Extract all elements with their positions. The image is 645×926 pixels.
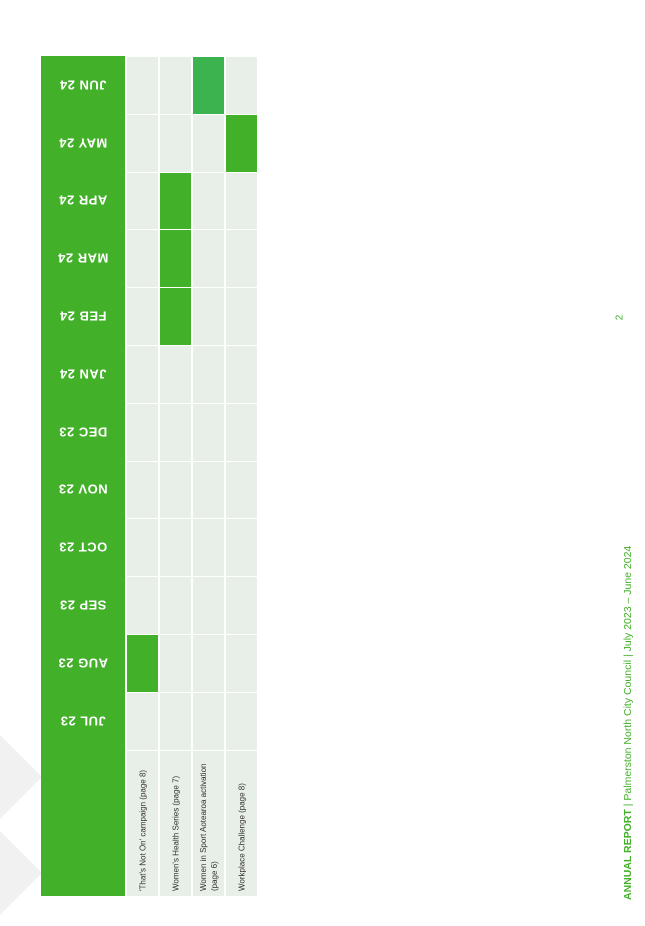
month-label: FEB 24 [59, 308, 107, 324]
month-header-nov-23: NOV 23 [41, 460, 125, 519]
month-label: SEP 23 [59, 597, 107, 613]
timeline-cell [158, 691, 191, 750]
timeline-cell-active [158, 287, 191, 345]
timeline-cell [224, 345, 257, 403]
timeline-cell [191, 634, 224, 692]
timeline-cell [191, 287, 224, 345]
month-header-feb-24: FEB 24 [41, 287, 125, 345]
timeline-cell [224, 518, 257, 577]
timeline-cell [125, 576, 158, 634]
timeline-cell [191, 402, 224, 461]
activity-label: Women in Sport Aotearoa activation (page… [198, 763, 219, 892]
timeline-cell [125, 345, 158, 403]
activity-label-cell: Women in Sport Aotearoa activation (page… [191, 749, 224, 896]
corner-header-cell [41, 749, 125, 896]
timeline-cell [158, 518, 191, 577]
month-header-oct-23: OCT 23 [41, 518, 125, 577]
month-header-jul-23: JUL 23 [41, 691, 125, 750]
activity-label-cell: 'That's Not On' campaign (page 8) [125, 749, 158, 896]
timeline-cell [191, 691, 224, 750]
month-label: DEC 23 [58, 424, 108, 440]
timeline-cell [224, 402, 257, 461]
decorative-chevron-shape [0, 735, 42, 915]
timeline-cell [125, 460, 158, 519]
timeline-cell [125, 171, 158, 230]
activity-label: Workplace Challenge (page 8) [237, 783, 246, 892]
month-label: MAR 24 [57, 250, 109, 266]
footer-council-name: Palmerston North City Council [622, 659, 634, 801]
timeline-cell [125, 56, 158, 114]
footer-separator: | [622, 803, 634, 807]
timeline-cell [191, 518, 224, 577]
timeline-cell [125, 113, 158, 172]
timeline-cell [125, 229, 158, 288]
activity-timeline-table: JUN 24 MAY 24 APR 24 MAR 24 FEB 24 JAN 24 DEC … [41, 56, 257, 896]
month-label: NOV 23 [58, 481, 108, 497]
timeline-cell [158, 113, 191, 172]
month-header-jun-24: JUN 24 [41, 56, 125, 114]
page-number: 2 [614, 314, 626, 321]
timeline-cell [224, 634, 257, 692]
month-header-dec-23: DEC 23 [41, 402, 125, 461]
timeline-cell [191, 229, 224, 288]
month-header-apr-24: APR 24 [41, 171, 125, 230]
timeline-cell [191, 460, 224, 519]
month-label: JUN 24 [59, 77, 107, 93]
month-label: APR 24 [58, 192, 108, 208]
month-header-sep-23: SEP 23 [41, 576, 125, 634]
timeline-cell-active [158, 229, 191, 288]
footer-report-label: ANNUAL REPORT [622, 809, 634, 900]
timeline-cell-active [158, 171, 191, 230]
timeline-cell [125, 518, 158, 577]
timeline-cell [224, 691, 257, 750]
timeline-cell [224, 229, 257, 288]
month-label: JAN 24 [59, 366, 107, 382]
timeline-cell-active [224, 113, 257, 172]
timeline-cell [125, 691, 158, 750]
timeline-cell-active [191, 56, 224, 114]
activity-label: 'That's Not On' campaign (page 8) [138, 770, 147, 892]
month-label: MAY 24 [58, 135, 108, 151]
timeline-cell [125, 402, 158, 461]
footer-separator-2: | [622, 654, 634, 658]
timeline-cell [158, 460, 191, 519]
timeline-cell [191, 113, 224, 172]
footer: ANNUAL REPORT | Palmerston North City Co… [622, 546, 634, 900]
month-header-may-24: MAY 24 [41, 113, 125, 172]
timeline-cell-active [125, 634, 158, 692]
timeline-cell [158, 634, 191, 692]
footer-period: July 2023 – June 2024 [622, 545, 634, 652]
timeline-cell [224, 171, 257, 230]
month-header-jan-24: JAN 24 [41, 345, 125, 403]
month-header-mar-24: MAR 24 [41, 229, 125, 288]
timeline-cell [191, 576, 224, 634]
activity-label-cell: Women's Health Series (page 7) [158, 749, 191, 896]
timeline-cell [224, 287, 257, 345]
timeline-cell [158, 402, 191, 461]
month-label: JUL 23 [60, 713, 106, 729]
month-label: AUG 23 [58, 655, 108, 671]
timeline-cell [224, 56, 257, 114]
month-header-aug-23: AUG 23 [41, 634, 125, 692]
timeline-cell [158, 345, 191, 403]
timeline-cell [158, 576, 191, 634]
timeline-cell [224, 460, 257, 519]
timeline-cell [191, 345, 224, 403]
timeline-cell [125, 287, 158, 345]
activity-label-cell: Workplace Challenge (page 8) [224, 749, 257, 896]
timeline-cell [224, 576, 257, 634]
timeline-cell [191, 171, 224, 230]
month-label: OCT 23 [58, 539, 108, 555]
activity-label: Women's Health Series (page 7) [171, 775, 180, 892]
timeline-cell [158, 56, 191, 114]
